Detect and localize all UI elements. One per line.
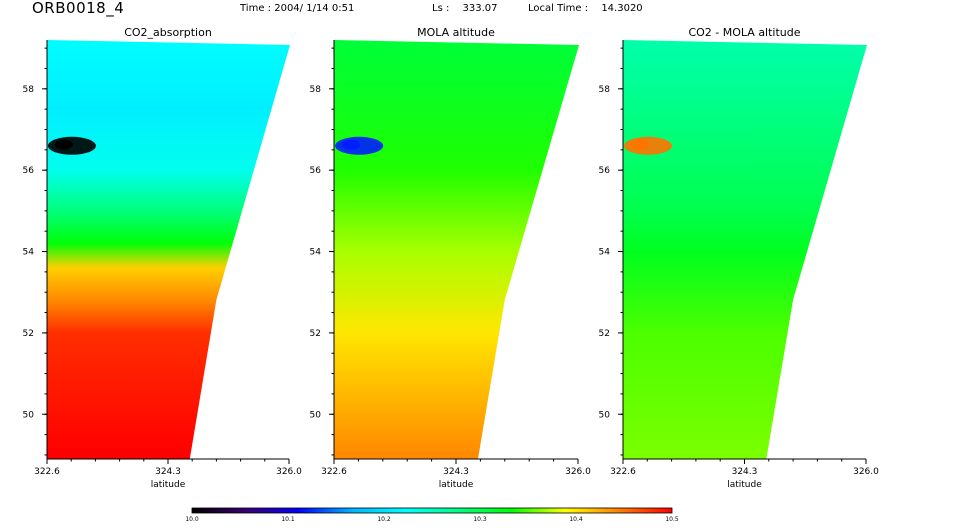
y-tick-label: 54	[23, 248, 35, 258]
y-tick-label: 58	[23, 85, 35, 95]
data-swath	[334, 40, 579, 459]
feature-core	[342, 139, 361, 150]
x-tick-label: 322.6	[610, 467, 636, 477]
x-tick-label: 324.3	[443, 467, 469, 477]
orbit-id: ORB0018_4	[32, 0, 125, 17]
x-tick-label: 322.6	[34, 467, 60, 477]
y-tick-label: 50	[23, 410, 35, 420]
panel-title: CO2 - MOLA altitude	[688, 26, 800, 39]
x-tick-label: 326.0	[276, 467, 302, 477]
data-swath	[47, 40, 290, 459]
y-tick-label: 56	[23, 166, 35, 176]
y-tick-label: 58	[599, 85, 611, 95]
data-swath	[623, 40, 867, 459]
y-tick-label: 50	[310, 410, 322, 420]
y-tick-label: 56	[599, 166, 611, 176]
local-time-label: Local Time :	[528, 3, 589, 14]
colorbar-tick-label: 10.2	[377, 516, 391, 523]
colorbar-tick-label: 10.3	[473, 516, 487, 523]
x-axis-label: latitude	[151, 480, 186, 490]
ls-readout: Ls : 333.07	[432, 3, 498, 14]
ls-label: Ls :	[432, 3, 450, 14]
x-tick-label: 326.0	[565, 467, 591, 477]
panel-title: MOLA altitude	[417, 26, 495, 39]
colorbar-tick-label: 10.0	[185, 516, 199, 523]
x-axis-label: latitude	[727, 480, 762, 490]
x-axis-label: latitude	[439, 480, 474, 490]
y-tick-label: 50	[599, 410, 611, 420]
colorbar-tick-label: 10.4	[569, 516, 583, 523]
panel-2: MOLA altitude 322.6 324.3 326.0 latitude 58 56…	[310, 26, 592, 490]
x-tick-label: 324.3	[732, 467, 758, 477]
x-tick-label: 326.0	[853, 467, 879, 477]
y-tick-label: 58	[310, 85, 322, 95]
y-tick-label: 54	[599, 248, 611, 258]
ls-value: 333.07	[462, 3, 498, 14]
feature-core	[631, 139, 650, 150]
panel-title: CO2_absorption	[124, 26, 212, 39]
colorbar: 10.0 10.1 10.2 10.3 10.4 10.5	[185, 507, 679, 523]
x-tick-label: 322.6	[321, 467, 347, 477]
y-tick-label: 56	[310, 166, 322, 176]
colorbar-tick-label: 10.5	[665, 516, 679, 523]
local-time-readout: Local Time : 14.3020	[528, 3, 643, 14]
colorbar-tick-label: 10.1	[281, 516, 295, 523]
local-time-value: 14.3020	[601, 3, 643, 14]
panel-1: CO2_absorption 322.6 324.3 326.0 latitude 58 5…	[23, 26, 303, 490]
feature-core	[54, 139, 73, 150]
colorbar-bar	[191, 507, 673, 514]
y-tick-label: 54	[310, 248, 322, 258]
time-label: Time :	[240, 3, 272, 14]
time-value: 2004/ 1/14 0:51	[274, 3, 355, 14]
y-tick-label: 52	[599, 329, 610, 339]
x-tick-label: 324.3	[155, 467, 181, 477]
y-tick-label: 52	[23, 329, 34, 339]
panel-3: CO2 - MOLA altitude 322.6 324.3 326.0 latitu…	[599, 26, 880, 490]
y-tick-label: 52	[310, 329, 321, 339]
time-readout: Time : 2004/ 1/14 0:51	[240, 3, 354, 14]
